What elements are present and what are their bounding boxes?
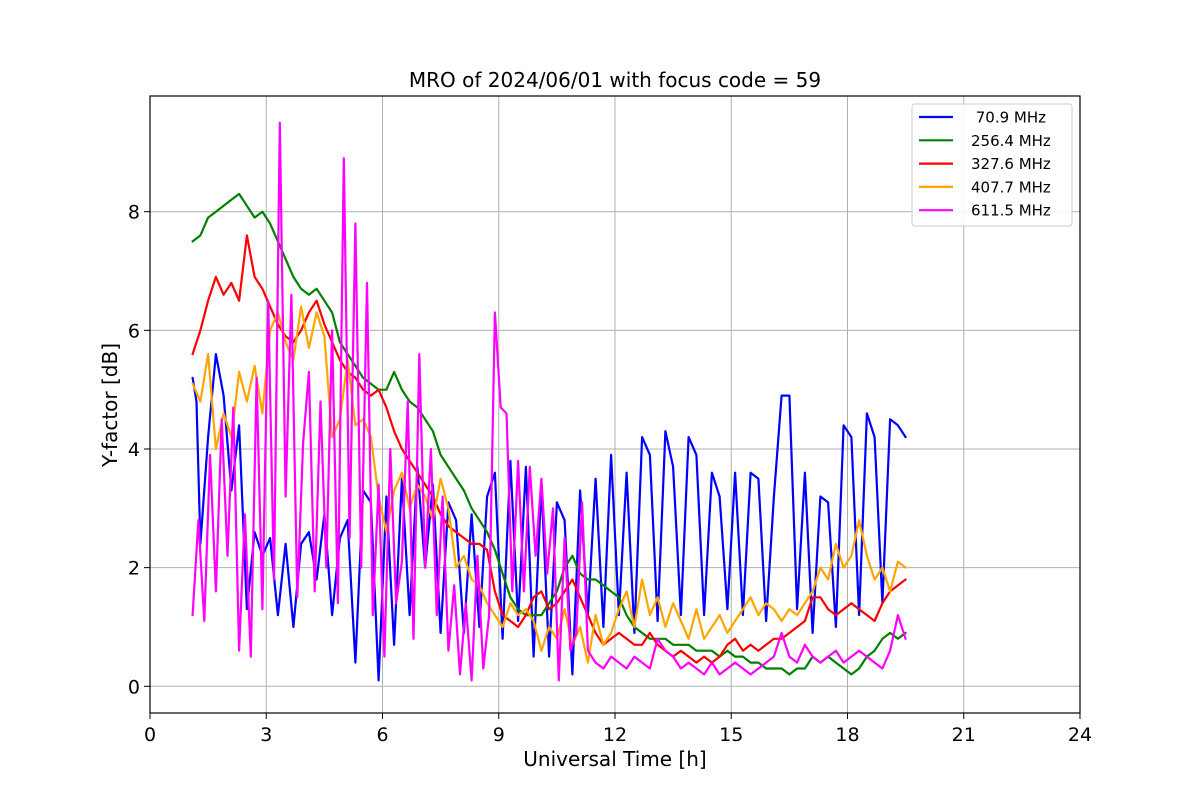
chart-title: MRO of 2024/06/01 with focus code = 59: [409, 68, 821, 92]
x-tick-label: 0: [144, 724, 156, 746]
y-axis-label: Y-factor [dB]: [98, 343, 122, 468]
x-tick-label: 3: [260, 724, 272, 746]
legend-box: [911, 103, 1073, 227]
x-tick-label: 18: [835, 724, 859, 746]
x-tick-label: 21: [952, 724, 976, 746]
legend-label-611-5-mhz: 611.5 MHz: [971, 202, 1051, 220]
grid: [150, 96, 1080, 713]
x-axis-label: Universal Time [h]: [523, 747, 706, 771]
series-line-256-4-mhz: [191, 192, 907, 676]
x-tick-label: 9: [493, 724, 505, 746]
series-line-407-7-mhz: [191, 305, 907, 664]
legend: 70.9 MHz 256.4 MHz 327.6 MHz 407.7 MHz 611.5…: [911, 103, 1073, 227]
series-lines: [191, 121, 907, 682]
legend-label-327-6-mhz: 327.6 MHz: [971, 155, 1051, 173]
series-line-611-5-mhz: [191, 121, 907, 682]
x-tick-label: 6: [376, 724, 388, 746]
legend-label-70-9-mhz: 70.9 MHz: [971, 109, 1046, 127]
x-tick-label: 12: [603, 724, 627, 746]
x-axis-ticks: 0 3 6 9 12 15 18 21 24: [144, 713, 1092, 746]
y-tick-label: 4: [128, 439, 140, 461]
series-line-70-9-mhz: [191, 353, 907, 682]
legend-label-407-7-mhz: 407.7 MHz: [971, 178, 1051, 196]
y-tick-label: 2: [128, 558, 140, 580]
y-tick-label: 0: [128, 676, 140, 698]
y-axis-ticks: 0 2 4 6 8: [128, 202, 150, 698]
y-tick-label: 6: [128, 320, 140, 342]
series-line-327-6-mhz: [191, 234, 907, 664]
legend-label-256-4-mhz: 256.4 MHz: [971, 132, 1051, 150]
y-tick-label: 8: [128, 202, 140, 224]
x-tick-label: 15: [719, 724, 743, 746]
x-tick-label: 24: [1068, 724, 1092, 746]
